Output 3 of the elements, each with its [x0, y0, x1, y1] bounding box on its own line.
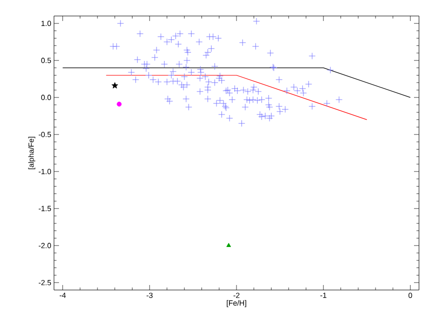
point	[116, 102, 122, 107]
point	[112, 82, 118, 88]
point	[226, 242, 231, 247]
